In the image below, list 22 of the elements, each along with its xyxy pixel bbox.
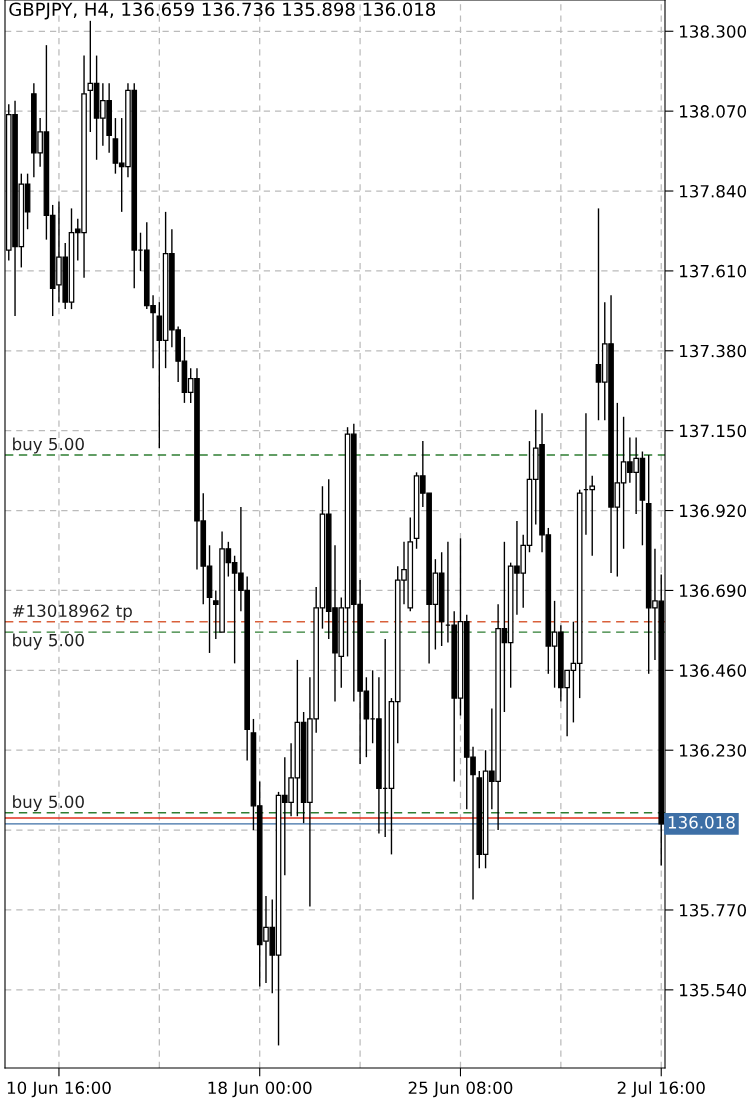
ref-line-label: buy 5.00 (13, 437, 84, 454)
y-tick-label: 136.230 (680, 744, 747, 757)
y-tick-label: 135.540 (680, 983, 747, 997)
y-tick-label: 135.770 (680, 903, 747, 917)
x-tick-label: 25 Jun 08:00 (408, 1081, 513, 1098)
x-tick-label: 2 Jul 16:00 (617, 1081, 705, 1098)
ref-line-label: 136.018 (668, 816, 735, 829)
y-tick-label: 138.300 (680, 25, 747, 38)
x-tick-label: 10 Jun 16:00 (7, 1081, 111, 1098)
ref-line-label: #13018962 tp (12, 604, 132, 621)
y-tick-label: 136.920 (680, 504, 747, 518)
y-tick-label: 136.690 (680, 584, 747, 598)
y-tick-label: 137.610 (680, 264, 747, 278)
ref-line-label: buy 5.00 (13, 633, 84, 650)
ref-line-label: buy 5.00 (13, 795, 84, 812)
y-tick-label: 138.070 (680, 105, 747, 118)
x-tick-label: 18 Jun 00:00 (208, 1081, 312, 1098)
y-tick-label: 137.150 (680, 424, 747, 438)
y-tick-label: 136.460 (680, 664, 747, 677)
y-tick-label: 137.380 (680, 344, 747, 358)
chart-title: GBPJPY, H4, 136.659 136.736 135.898 136.018 (9, 2, 436, 20)
y-tick-label: 137.840 (680, 184, 747, 198)
